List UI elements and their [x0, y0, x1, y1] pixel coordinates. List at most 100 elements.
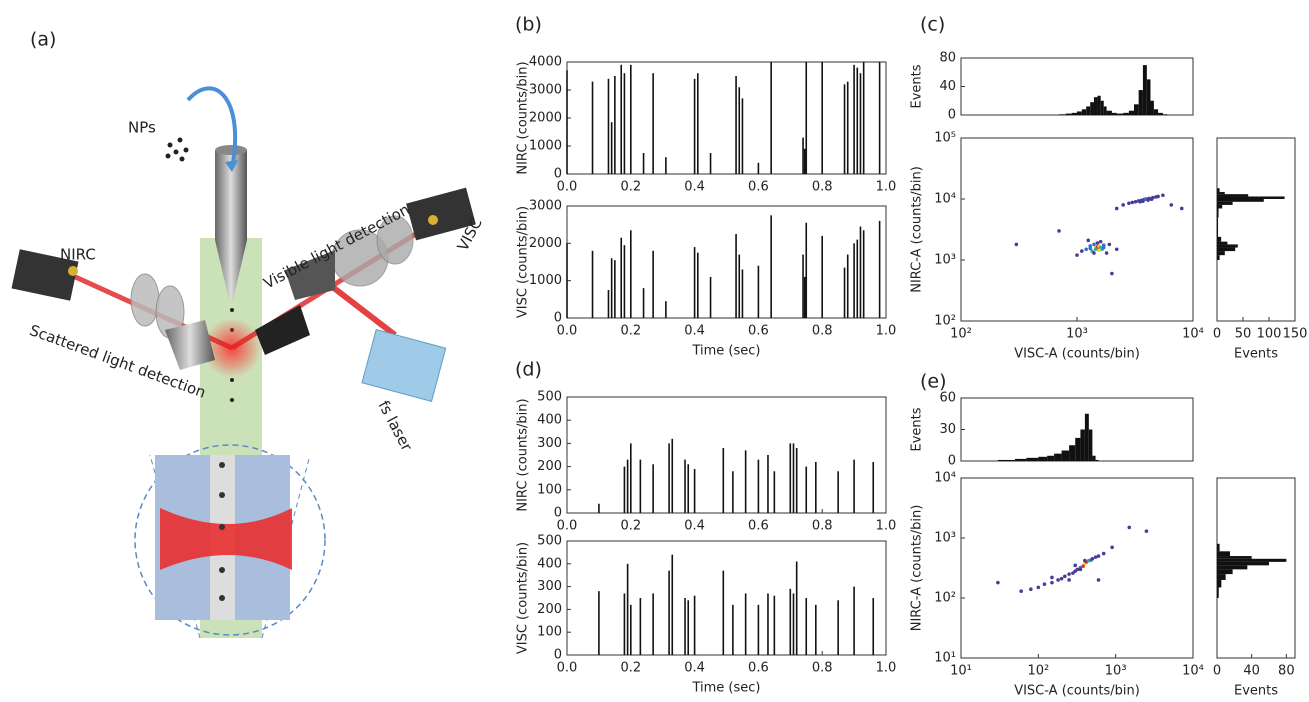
scatter-point — [1092, 242, 1096, 247]
y-tick-label: 2000 — [529, 236, 562, 251]
plot-frame — [960, 137, 1194, 322]
y-tick-label: 100 — [537, 482, 562, 497]
histogram-bar — [1217, 208, 1219, 218]
scatter-point — [996, 580, 1000, 585]
histogram-bar — [1092, 455, 1096, 461]
histogram-bar — [1217, 236, 1222, 242]
histogram-bar — [1038, 456, 1048, 461]
x-tick-label: 10² — [950, 327, 972, 342]
x-tick-label: 0.4 — [684, 324, 705, 339]
histogram-bar — [1133, 104, 1139, 115]
histogram-bar — [1111, 112, 1117, 115]
x-tick-label: 0 — [1213, 327, 1221, 342]
histogram-bar — [1150, 100, 1154, 115]
x-tick-label: 10² — [1027, 664, 1049, 679]
y-tick-label: 80 — [939, 51, 956, 66]
x-tick-label: 10⁴ — [1182, 664, 1204, 679]
histogram-bar — [1097, 95, 1101, 115]
histogram-bar — [1090, 102, 1094, 115]
scatter-point — [1050, 575, 1054, 580]
y-tick-label: 10¹ — [934, 651, 956, 666]
y-tick-label: 0 — [554, 167, 562, 182]
histogram-bar — [1217, 192, 1225, 195]
scatter-point — [1014, 242, 1019, 247]
y-axis-label: VISC (counts/bin) — [516, 542, 531, 654]
histogram-bar — [1123, 112, 1129, 115]
histogram-bar — [1077, 111, 1082, 115]
x-tick-label: 0.6 — [748, 519, 769, 534]
histogram-bar — [1116, 113, 1124, 115]
x-tick-label: 1.0 — [876, 180, 897, 195]
histogram-bar — [1088, 429, 1093, 461]
scatter-point — [1063, 574, 1067, 579]
x-tick-label: 1.0 — [876, 519, 897, 534]
histogram-bar — [1106, 110, 1112, 115]
scatter-point — [1121, 203, 1125, 207]
histogram-bar — [1217, 587, 1219, 598]
histogram-bar — [1217, 196, 1285, 199]
panel-label: (e) — [920, 371, 947, 393]
y-tick-label: 2000 — [529, 111, 562, 126]
histogram-bar — [1153, 109, 1159, 115]
y-tick-label: 0 — [948, 108, 956, 123]
scatter-point — [1114, 206, 1119, 211]
x-tick-label: 100 — [1257, 327, 1282, 342]
y-tick-label: 300 — [537, 436, 562, 451]
plot-frame — [960, 57, 1194, 116]
scatter-point — [1138, 199, 1142, 204]
y-tick-label: 10² — [934, 591, 956, 606]
panel-label: (d) — [515, 359, 542, 381]
y-axis-label: NIRC-A (counts/bin) — [910, 166, 925, 293]
scatter-point — [1059, 576, 1064, 581]
plot-frame — [566, 396, 887, 514]
y-tick-label: 200 — [537, 602, 562, 617]
y-tick-label: 400 — [537, 413, 562, 428]
x-axis-label: Time (sec) — [691, 344, 760, 359]
histogram-bar — [1080, 429, 1085, 461]
plot-frame — [566, 540, 887, 656]
scatter-point — [1093, 247, 1098, 252]
y-tick-label: 30 — [939, 422, 956, 437]
y-tick-label: 10² — [934, 314, 956, 329]
scatter-point — [1110, 271, 1114, 276]
histogram-bar — [1217, 251, 1225, 256]
y-tick-label: 10³ — [934, 531, 956, 546]
scatter-point — [1092, 251, 1096, 255]
scatter-point — [1144, 529, 1149, 533]
histogram-bar — [1026, 457, 1039, 461]
histogram-bar — [1217, 558, 1287, 562]
histogram-bar — [1142, 65, 1147, 115]
scatter-point — [1097, 248, 1101, 252]
histogram-bar — [1217, 199, 1264, 202]
scatter-point — [1093, 555, 1098, 559]
scatter-point — [1080, 249, 1084, 253]
scatter-point — [1130, 200, 1135, 205]
y-tick-label: 3000 — [529, 83, 562, 98]
y-tick-label: 4000 — [529, 55, 562, 70]
x-tick-label: 0.6 — [748, 324, 769, 339]
x-tick-label: 0.8 — [812, 180, 833, 195]
x-tick-label: 80 — [1278, 664, 1295, 679]
x-tick-label: 0.8 — [812, 324, 833, 339]
scatter-point — [1146, 198, 1150, 202]
scatter-point — [1056, 578, 1060, 582]
histogram-bar — [1217, 255, 1220, 260]
histogram-bar — [997, 459, 1016, 461]
histogram-bar — [1138, 90, 1143, 115]
histogram-bar — [1103, 106, 1107, 115]
panel-label: (b) — [515, 14, 542, 36]
scatter-point — [1179, 206, 1184, 211]
histogram-bar — [1217, 217, 1219, 237]
scatter-point — [1084, 247, 1088, 252]
y-axis-label: Events — [910, 64, 925, 108]
x-axis-label: VISC-A (counts/bin) — [1014, 347, 1140, 362]
y-axis-label: NIRC-A (counts/bin) — [910, 505, 925, 632]
histogram-bar — [1217, 543, 1220, 552]
x-tick-label: 10⁴ — [1182, 327, 1204, 342]
x-tick-label: 0.4 — [684, 180, 705, 195]
histogram-bar — [1217, 188, 1220, 193]
scatter-point — [1098, 239, 1103, 244]
histogram-bar — [1075, 437, 1081, 461]
x-tick-label: 0.0 — [557, 180, 578, 195]
